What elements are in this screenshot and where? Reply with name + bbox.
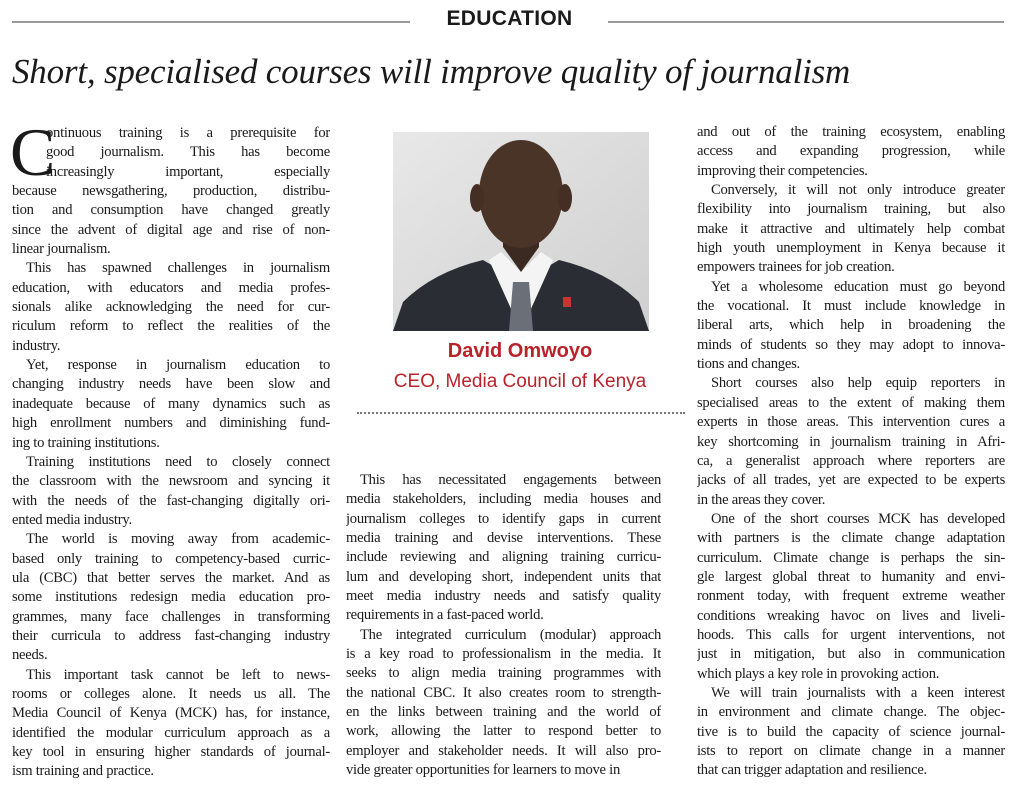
text-line: key tool in ensuring higher standards of… <box>12 744 330 760</box>
text-line: since the advent of digital age and rise… <box>12 221 330 238</box>
text-line: specialised areas to the extent of makin… <box>697 394 1005 411</box>
text-line: sionals alike acknowledging the need for… <box>12 299 330 316</box>
text-line: vide greater opportunities for learners … <box>346 762 621 779</box>
text-line: This has necessitated engagements betwee… <box>360 472 661 488</box>
section-label: EDUCATION <box>0 7 1019 31</box>
header-rule <box>608 21 1004 23</box>
text-line: Media Council of Kenya (MCK) has, for in… <box>12 705 330 722</box>
text-line: needs. <box>12 647 48 664</box>
text-line: which plays a key role in provoking acti… <box>697 665 940 682</box>
text-line: seeks to align media training programmes… <box>346 665 661 682</box>
text-line: gle largest global threat to humanity an… <box>697 568 1005 585</box>
text-line: Training institutions need to closely co… <box>26 453 330 470</box>
text-line: ronment today, with frequent extreme wea… <box>697 588 1005 605</box>
text-line: ing to training institutions. <box>12 434 160 451</box>
text-line: because newsgathering, production, distr… <box>12 183 330 200</box>
text-line: The world is moving away from academic- <box>26 531 330 548</box>
headline: Short, specialised courses will improve … <box>12 52 851 91</box>
text-line: changing industry needs have been slow a… <box>12 376 330 393</box>
text-line: in environment and climate change. The o… <box>697 704 1005 721</box>
text-line: en the links between training and the wo… <box>346 704 661 721</box>
column: and out of the training ecosystem, enabl… <box>697 123 1005 781</box>
text-line: and out of the training ecosystem, enabl… <box>697 124 1005 140</box>
text-line: empowers trainees for job creation. <box>697 259 895 276</box>
text-line: their curricula to address fast-changing… <box>12 627 330 644</box>
text-line: the classroom with the newsroom and sync… <box>12 473 330 490</box>
text-line: ism training and practice. <box>12 763 154 780</box>
text-line: tion and consumption have changed greatl… <box>12 202 330 219</box>
section-text: EDUCATION <box>440 7 579 30</box>
text-line: The integrated curriculum (modular) appr… <box>360 626 661 643</box>
text-line: grammes, many face challenges in transfo… <box>12 608 330 625</box>
text-line: the national CBC. It also creates room t… <box>346 684 661 701</box>
text-line: identified the modular curriculum approa… <box>12 724 330 741</box>
text-line: ists to report on climate change in a ma… <box>697 743 1005 759</box>
text-line: linear journalism. <box>12 241 111 258</box>
text-line: Yet, response in journalism education to <box>26 357 330 374</box>
text-line: ontinuous training is a prerequisite for <box>46 125 330 141</box>
text-line: tions and changes. <box>697 356 800 373</box>
text-line: just in mitigation, but also in communic… <box>697 646 1005 663</box>
author-role: CEO, Media Council of Kenya <box>393 371 647 392</box>
text-line: curriculum. Climate change is perhaps th… <box>697 549 1005 566</box>
text-line: based only training to competency-based … <box>12 550 330 567</box>
header-rule <box>12 21 410 23</box>
text-line: high youth unemployment in Kenya because… <box>697 240 1005 257</box>
text-line: with partners is the climate change adap… <box>697 530 1005 547</box>
text-line: include reviewing and aligning training … <box>346 549 661 566</box>
text-line: flexibility into journalism training, bu… <box>697 201 1005 218</box>
text-line: make it attractive and ultimately help c… <box>697 220 1005 237</box>
text-line: lum and developing short, independent un… <box>346 568 661 585</box>
text-line: This has spawned challenges in journalis… <box>26 260 330 277</box>
text-line: minds of students so they may adopt to i… <box>697 336 1005 353</box>
text-line: media stakeholders, including media hous… <box>346 491 661 508</box>
text-line: inadequate because of many dynamics such… <box>12 395 330 412</box>
text-line: key shortcoming in journalism training i… <box>697 433 1005 450</box>
text-line: the vocational. It must include knowledg… <box>697 298 1005 315</box>
column: This has necessitated engagements betwee… <box>346 471 661 781</box>
text-line: some institutions redesign media educati… <box>12 589 330 606</box>
text-line: One of the short courses MCK has develop… <box>711 510 1005 527</box>
text-line: employer and stakeholder needs. It will … <box>346 742 661 759</box>
text-line: Yet a wholesome education must go beyond <box>711 278 1005 295</box>
text-line: hoods. This calls for urgent interventio… <box>697 626 1005 643</box>
column: ontinuous training is a prerequisite for… <box>12 124 330 782</box>
text-line: jacks of all trades, yet are expected to… <box>697 472 1005 489</box>
text-line: education, with educators and media prof… <box>12 279 330 296</box>
text-line: in the areas they cover. <box>697 491 826 508</box>
text-line: access and expanding progression, while <box>697 143 1005 160</box>
divider <box>357 412 685 414</box>
text-line: requirements in a fast-paced world. <box>346 607 544 624</box>
text-line: Conversely, it will not only introduce g… <box>711 182 1005 199</box>
text-line: journalism colleges to identify gaps in … <box>346 510 661 527</box>
text-line: with the needs of the fast-changing digi… <box>12 492 330 509</box>
text-line: ula (CBC) that better serves the market.… <box>12 569 330 586</box>
text-line: Short courses also help equip reporters … <box>711 375 1005 392</box>
text-line: liberal arts, which help in broadening t… <box>697 317 1005 334</box>
text-line: This important task cannot be left to ne… <box>26 666 330 683</box>
text-line: riculum reform to reflect the realities … <box>12 318 330 335</box>
text-line: We will train journalists with a keen in… <box>711 684 1005 701</box>
text-line: improving their competencies. <box>697 162 868 179</box>
text-line: tive is to build the capacity of science… <box>697 723 1005 740</box>
text-line: rooms or colleges alone. It needs us all… <box>12 685 330 702</box>
text-line: that can trigger adaptation and resilien… <box>697 762 927 779</box>
text-line: ented media industry. <box>12 511 132 528</box>
text-line: good journalism. This has become <box>46 144 330 161</box>
text-line: experts in those areas. This interventio… <box>697 414 1005 431</box>
drop-cap: C <box>10 114 56 190</box>
text-line: meet media industry needs and satisfy qu… <box>346 588 661 605</box>
text-line: ca, a generalist approach where reporter… <box>697 452 1005 469</box>
text-line: increasingly important, especially <box>46 163 330 180</box>
author-photo <box>393 132 649 331</box>
text-line: is a key road to professionalism in the … <box>346 646 661 663</box>
text-line: media training and devise interventions.… <box>346 530 661 547</box>
text-line: work, allowing the latter to respond bet… <box>346 723 661 740</box>
author-name: David Omwoyo <box>447 340 593 362</box>
text-line: high enrollment numbers and diminishing … <box>12 415 330 432</box>
text-line: conditions wreaking havoc on lives and l… <box>697 607 1005 624</box>
text-line: industry. <box>12 337 61 354</box>
